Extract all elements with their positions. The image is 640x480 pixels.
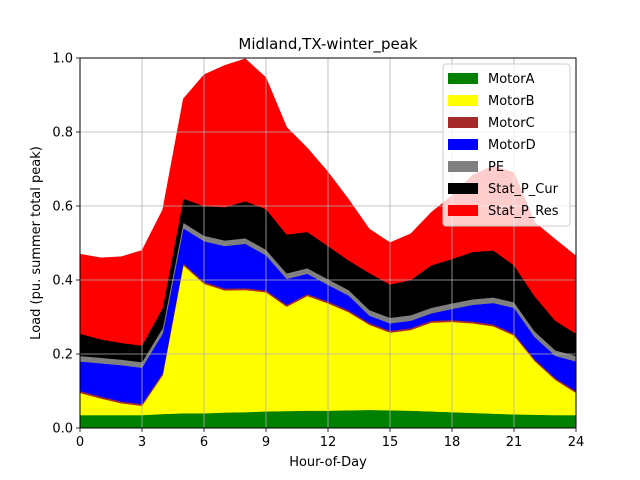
x-axis-label: Hour-of-Day: [289, 455, 367, 470]
x-tick-label: 24: [568, 435, 585, 450]
y-tick-label: 0.4: [52, 274, 73, 289]
y-tick-label: 0.0: [52, 422, 73, 437]
x-tick-label: 0: [76, 435, 84, 450]
legend-swatch-motorc: [448, 117, 478, 128]
legend-swatch-motora: [448, 73, 478, 84]
x-tick-label: 12: [320, 435, 337, 450]
legend-swatch-stat-p-cur: [448, 183, 478, 194]
legend-label-stat-p-res: Stat_P_Res: [488, 204, 559, 219]
y-tick-label: 0.8: [52, 126, 73, 141]
x-tick-label: 15: [382, 435, 399, 450]
legend-swatch-stat-p-res: [448, 205, 478, 216]
y-axis-ticks: 0.0 0.2 0.4 0.6 0.8 1.0: [52, 52, 80, 437]
legend: MotorA MotorB MotorC MotorD PE Stat_P_Cur Stat…: [442, 63, 571, 227]
y-tick-label: 0.2: [52, 348, 73, 363]
legend-label-stat-p-cur: Stat_P_Cur: [488, 182, 559, 197]
legend-label-pe: PE: [488, 160, 504, 175]
x-tick-label: 6: [200, 435, 208, 450]
legend-label-motord: MotorD: [488, 138, 536, 153]
legend-swatch-motorb: [448, 95, 478, 106]
legend-label-motorb: MotorB: [488, 94, 534, 109]
legend-swatch-motord: [448, 139, 478, 150]
x-tick-label: 21: [506, 435, 523, 450]
x-axis-ticks: 0 3 6 9 12 15 18 21 24: [76, 428, 584, 450]
legend-swatch-pe: [448, 161, 478, 172]
legend-label-motora: MotorA: [488, 72, 535, 87]
x-tick-label: 18: [444, 435, 461, 450]
legend-label-motorc: MotorC: [488, 116, 535, 131]
x-tick-label: 9: [262, 435, 270, 450]
x-tick-label: 3: [138, 435, 146, 450]
y-tick-label: 0.6: [52, 200, 73, 215]
y-axis-label: Load (pu. summer total peak): [29, 146, 44, 340]
y-tick-label: 1.0: [52, 52, 73, 67]
chart-title: Midland,TX-winter_peak: [238, 35, 418, 54]
